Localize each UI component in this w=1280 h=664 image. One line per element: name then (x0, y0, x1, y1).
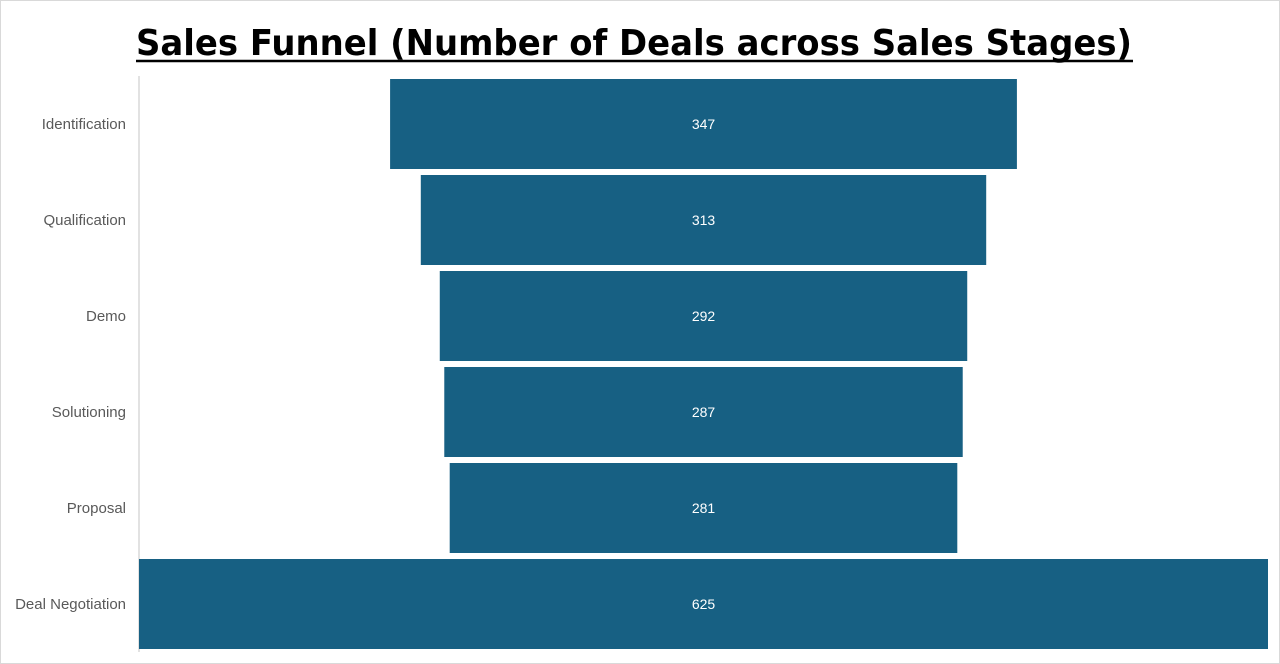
category-label: Deal Negotiation (15, 596, 126, 613)
category-label: Identification (42, 116, 126, 133)
funnel-bar-identification (390, 79, 1017, 169)
funnel-bar-solutioning (444, 367, 963, 457)
data-label: 281 (692, 500, 716, 516)
chart-title: Sales Funnel (Number of Deals across Sal… (136, 23, 1132, 64)
data-label: 347 (692, 116, 716, 132)
data-label: 287 (692, 404, 716, 420)
funnel-bar-qualification (420, 175, 987, 265)
funnel-bar-demo (439, 271, 968, 361)
data-label: 292 (692, 308, 716, 324)
category-label: Demo (86, 308, 126, 325)
category-label: Qualification (43, 212, 126, 229)
data-label: 625 (692, 596, 716, 612)
funnel-bar-deal-negotiation (139, 559, 1268, 649)
category-label: Proposal (67, 500, 126, 517)
data-label: 313 (692, 212, 716, 228)
category-label: Solutioning (52, 404, 126, 421)
funnel-bar-proposal (449, 463, 958, 553)
